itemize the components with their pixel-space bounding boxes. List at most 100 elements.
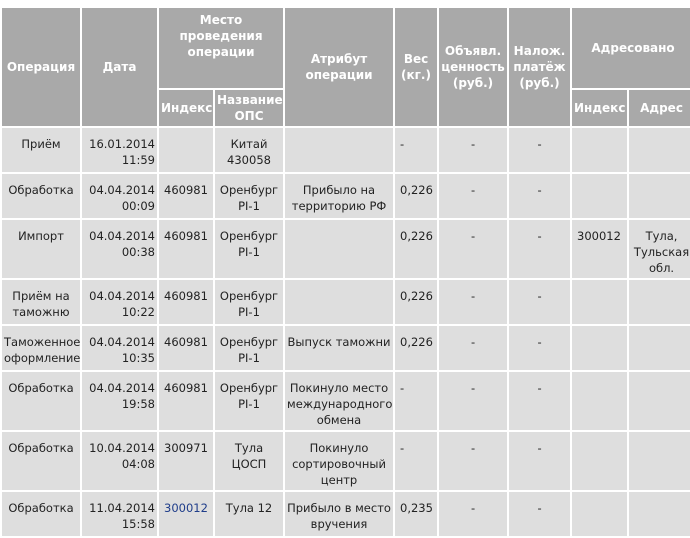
declared-value-cell: - [437, 430, 510, 492]
addr-cell [627, 172, 690, 220]
header-addr-index: Индекс [570, 88, 630, 128]
operation-cell: Приём на таможню [0, 278, 82, 326]
date-text: 16.01.2014 [89, 137, 155, 151]
date-text: 04.04.2014 [89, 381, 155, 395]
cod-cell: - [507, 172, 573, 220]
header-weight: Вес (кг.) [393, 6, 440, 128]
table-row: Обработка 04.04.2014 19:58 460981 Оренбург P… [0, 370, 690, 432]
table-row: Обработка 04.04.2014 00:09 460981 Оренбург P… [0, 172, 690, 220]
declared-value-cell: - [437, 172, 510, 220]
operation-cell: Таможенное оформление [0, 324, 82, 372]
index-cell: 460981 [157, 218, 215, 280]
attribute-cell: Прибыло на территорию РФ [283, 172, 396, 220]
time-text: 00:38 [121, 245, 155, 259]
cod-cell: - [507, 370, 573, 432]
addr-index-cell: 300012 [570, 218, 630, 280]
attribute-cell [283, 278, 396, 326]
attribute-cell: Покинуло место международного обмена [283, 370, 396, 432]
addr-index-cell [570, 126, 630, 174]
attribute-cell: Выпуск таможни [283, 324, 396, 372]
declared-value-cell: - [437, 490, 510, 538]
date-text: 04.04.2014 [89, 183, 155, 197]
date-cell: 04.04.2014 19:58 [80, 370, 159, 432]
declared-value-cell: - [437, 278, 510, 326]
time-text: 00:09 [121, 199, 155, 213]
date-cell: 04.04.2014 00:38 [80, 218, 159, 280]
index-cell: 460981 [157, 172, 215, 220]
ops-name-cell: Тула ЦОСП [212, 430, 286, 492]
index-cell: 460981 [157, 324, 215, 372]
header-operation: Операция [0, 6, 82, 128]
addr-cell: Тула, Тульская обл. [627, 218, 690, 280]
declared-value-cell: - [437, 324, 510, 372]
ops-name-cell: Оренбург PI-1 [212, 218, 286, 280]
addr-index-cell [570, 172, 630, 220]
addr-cell [627, 324, 690, 372]
table-row: Импорт 04.04.2014 00:38 460981 Оренбург PI-1… [0, 218, 690, 280]
addr-index-cell [570, 278, 630, 326]
operation-cell: Обработка [0, 370, 82, 432]
addr-index-cell [570, 324, 630, 372]
addr-cell [627, 370, 690, 432]
cod-cell: - [507, 490, 573, 538]
operation-cell: Обработка [0, 490, 82, 538]
ops-name-cell: Оренбург PI-1 [212, 324, 286, 372]
ops-name-cell: Китай 430058 [212, 126, 286, 174]
tracking-table: Операция Дата Место проведения операции … [0, 6, 690, 538]
cod-cell: - [507, 278, 573, 326]
header-place-name: Название ОПС [212, 88, 286, 128]
declared-value-cell: - [437, 218, 510, 280]
table-row: Приём 16.01.2014 11:59 Китай 430058- - - [0, 126, 690, 174]
index-cell: 460981 [157, 370, 215, 432]
index-cell: 300971 [157, 430, 215, 492]
date-cell: 04.04.2014 10:35 [80, 324, 159, 372]
attribute-cell [283, 218, 396, 280]
addr-cell [627, 490, 690, 538]
header-attribute: Атрибут операции [283, 6, 396, 128]
date-text: 04.04.2014 [89, 229, 155, 243]
date-text: 11.04.2014 [89, 501, 155, 515]
declared-value-cell: - [437, 126, 510, 174]
ops-name-cell: Оренбург PI-1 [212, 278, 286, 326]
weight-cell: - [393, 430, 440, 492]
header-place: Место проведения операции [156, 6, 286, 90]
addr-index-cell [570, 430, 630, 492]
attribute-cell: Прибыло в место вручения [283, 490, 396, 538]
addr-cell [627, 430, 690, 492]
ops-name-cell: Оренбург PI-1 [212, 172, 286, 220]
table-row: Таможенное оформление 04.04.2014 10:35 4609… [0, 324, 690, 372]
attribute-cell: Покинуло сортировочный центр [283, 430, 396, 492]
date-text: 04.04.2014 [89, 335, 155, 349]
declared-value-cell: - [437, 370, 510, 432]
header-declared-value: Объявл. ценность (руб.) [437, 6, 510, 128]
date-cell: 11.04.2014 15:58 [80, 490, 159, 538]
date-text: 10.04.2014 [89, 441, 155, 455]
index-link[interactable]: 300012 [164, 501, 208, 515]
table-row: Обработка 11.04.2014 15:58 300012 Тула 12 При… [0, 490, 690, 538]
ops-name-cell: Тула 12 [212, 490, 286, 538]
date-cell: 16.01.2014 11:59 [80, 126, 159, 174]
cod-cell: - [507, 430, 573, 492]
operation-cell: Обработка [0, 172, 82, 220]
operation-cell: Приём [0, 126, 82, 174]
weight-cell: 0,226 [393, 172, 440, 220]
time-text: 15:58 [121, 517, 155, 531]
header-addressed: Адресовано [570, 6, 690, 90]
time-text: 04:08 [121, 457, 155, 471]
header-addr-address: Адрес [627, 88, 690, 128]
time-text: 10:35 [121, 351, 155, 365]
ops-name-cell: Оренбург PI-1 [212, 370, 286, 432]
weight-cell: 0,226 [393, 278, 440, 326]
cod-cell: - [507, 324, 573, 372]
index-cell [157, 126, 215, 174]
time-text: 10:22 [121, 305, 155, 319]
table-row: Обработка 10.04.2014 04:08 300971 Тула ЦОСП П… [0, 430, 690, 492]
cod-cell: - [507, 126, 573, 174]
date-text: 04.04.2014 [89, 289, 155, 303]
header-date: Дата [80, 6, 159, 128]
weight-cell: - [393, 370, 440, 432]
date-cell: 10.04.2014 04:08 [80, 430, 159, 492]
table-row: Приём на таможню 04.04.2014 10:22 460981 Оре… [0, 278, 690, 326]
date-cell: 04.04.2014 00:09 [80, 172, 159, 220]
weight-cell: 0,235 [393, 490, 440, 538]
